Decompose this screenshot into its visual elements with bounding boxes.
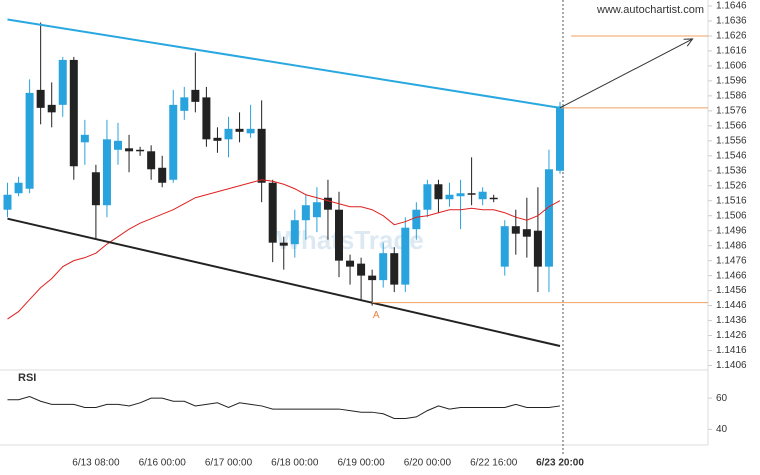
candle-body xyxy=(58,59,67,105)
candle-body xyxy=(69,59,78,167)
candle-body xyxy=(556,106,564,171)
candle-body xyxy=(257,128,266,183)
y-tick-label: 1.1596 xyxy=(716,76,747,87)
y-tick-label: 1.1466 xyxy=(716,270,747,281)
candle-body xyxy=(158,167,167,183)
rsi-tick-label: 60 xyxy=(716,393,728,404)
moving-average xyxy=(7,179,561,320)
candle-body xyxy=(213,137,222,141)
y-tick-label: 1.1486 xyxy=(716,240,747,251)
trendline xyxy=(7,217,561,348)
y-tick-label: 1.1426 xyxy=(716,330,747,341)
source: www.autochartist.com xyxy=(596,4,704,16)
candle-body xyxy=(500,226,509,267)
x-tick-label: 6/22 16:00 xyxy=(470,458,518,469)
candle-body xyxy=(478,191,487,200)
candle-body xyxy=(434,184,443,200)
candle-body xyxy=(401,227,410,285)
y-tick-label: 1.1566 xyxy=(716,120,747,131)
arrow-head xyxy=(683,38,694,47)
candle-body xyxy=(114,140,122,150)
candle-body xyxy=(544,169,553,267)
y-tick-label: 1.1556 xyxy=(716,135,747,146)
candle-body xyxy=(191,89,200,102)
y-tick-label: 1.1646 xyxy=(716,1,747,12)
y-tick-label: 1.1476 xyxy=(716,255,747,266)
y-tick-label: 1.1496 xyxy=(716,225,747,236)
candle-body xyxy=(301,205,310,221)
y-tick-label: 1.1586 xyxy=(716,91,747,102)
x-tick-label: 6/16 00:00 xyxy=(139,458,187,469)
y-tick-label: 1.1526 xyxy=(716,180,747,191)
candle-body xyxy=(268,182,277,243)
candle-body xyxy=(312,202,321,218)
y-tick-label: 1.1406 xyxy=(716,360,747,371)
candle-body xyxy=(368,275,377,281)
y-tick-label: 1.1416 xyxy=(716,345,747,356)
candle-body xyxy=(290,220,299,245)
candle-body xyxy=(445,194,454,200)
x-tick-label: 6/19 00:00 xyxy=(337,458,385,469)
y-tick-label: 1.1626 xyxy=(716,31,747,42)
candle-body xyxy=(279,242,288,246)
point-label: A xyxy=(373,310,380,321)
forecast-arrow xyxy=(559,38,693,109)
y-tick-label: 1.1436 xyxy=(716,315,747,326)
candle-body xyxy=(14,182,23,194)
candle-body xyxy=(36,89,45,108)
candle-body xyxy=(357,263,366,276)
y-tick-label: 1.1456 xyxy=(716,285,747,296)
candle-body xyxy=(125,148,134,152)
candle-body xyxy=(235,128,244,132)
candle-body xyxy=(180,97,189,111)
candle-body xyxy=(346,260,355,267)
rsi-label: RSI xyxy=(18,372,36,384)
y-tick-label: 1.1506 xyxy=(716,210,747,221)
candle-body xyxy=(25,92,34,189)
x-tick-label: 6/17 00:00 xyxy=(205,458,253,469)
candle-body xyxy=(489,197,498,200)
candle-body xyxy=(412,209,421,230)
rsi-tick-label: 40 xyxy=(716,424,728,435)
trendline xyxy=(7,18,561,109)
candle-body xyxy=(456,193,465,197)
y-tick-label: 1.1516 xyxy=(716,195,747,206)
candle-body xyxy=(169,104,178,180)
candle-body xyxy=(323,197,332,210)
candle-body xyxy=(47,104,56,113)
candle-body xyxy=(224,128,233,140)
y-tick-label: 1.1536 xyxy=(716,165,747,176)
candle-body xyxy=(390,253,399,285)
y-tick-label: 1.1576 xyxy=(716,105,747,116)
candle-body xyxy=(467,193,476,195)
candle-body xyxy=(3,194,12,210)
x-tick-label: 6/18 00:00 xyxy=(271,458,319,469)
candle-body xyxy=(511,226,520,234)
y-tick-label: 1.1546 xyxy=(716,150,747,161)
candle-body xyxy=(91,172,100,206)
x-tick-label: 6/23 20:00 xyxy=(536,458,584,469)
watermark: WhatsTrade xyxy=(276,225,423,255)
candle-body xyxy=(522,229,531,237)
candle-body xyxy=(533,230,542,267)
candle-body xyxy=(335,209,343,261)
candle-body xyxy=(80,134,89,143)
candle-body xyxy=(147,151,156,170)
y-tick-label: 1.1606 xyxy=(716,61,747,72)
candle-body xyxy=(379,253,388,281)
x-tick-label: 6/20 00:00 xyxy=(404,458,452,469)
y-tick-label: 1.1636 xyxy=(716,16,747,27)
x-tick-label: 6/13 08:00 xyxy=(72,458,120,469)
candle-body xyxy=(202,97,211,140)
candle-body xyxy=(246,128,255,134)
rsi-line xyxy=(7,396,561,419)
candle-body xyxy=(136,149,145,152)
candle-body xyxy=(423,184,432,210)
candle-body xyxy=(102,139,111,206)
y-tick-label: 1.1616 xyxy=(716,46,747,57)
y-tick-label: 1.1446 xyxy=(716,300,747,311)
